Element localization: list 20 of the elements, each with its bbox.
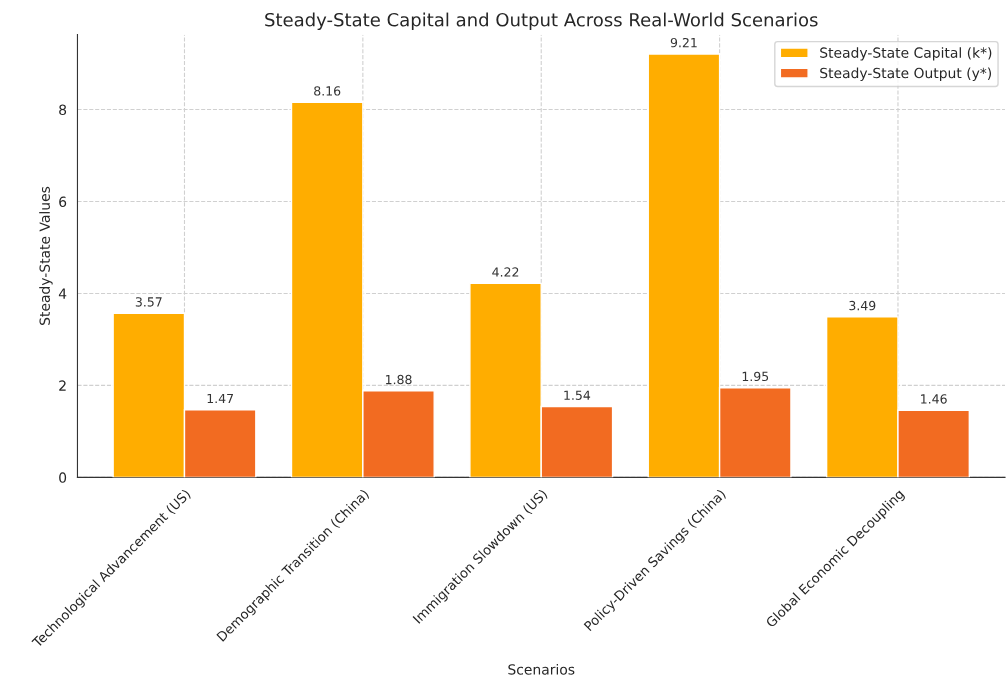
data-label: 3.57 xyxy=(135,297,162,307)
data-label: 1.88 xyxy=(385,374,412,385)
data-label: 1.54 xyxy=(564,390,591,400)
data-label: 8.16 xyxy=(314,86,341,96)
data-label: 9.21 xyxy=(670,37,697,48)
legend-label: Steady-State Capital (k*) xyxy=(820,47,992,61)
y-tick-label: 2 xyxy=(59,380,66,391)
data-label: 4.22 xyxy=(492,267,519,277)
y-tick-label: 4 xyxy=(58,288,67,299)
y-tick-label: 0 xyxy=(59,472,67,483)
data-label: 1.47 xyxy=(207,393,234,403)
chart-title: Steady-State Capital and Output Across Real-World Scenarios xyxy=(265,12,818,31)
data-label: 3.49 xyxy=(849,300,876,311)
y-tick-label: 8 xyxy=(59,104,67,116)
y-tick-label: 6 xyxy=(59,196,67,207)
legend-label: Steady-State Output (y*) xyxy=(820,67,992,81)
y-axis-title: Steady-State Values xyxy=(39,186,53,325)
data-label: 1.46 xyxy=(921,394,947,404)
data-label: 1.95 xyxy=(742,371,769,382)
x-axis-title: Scenarios xyxy=(508,663,575,675)
